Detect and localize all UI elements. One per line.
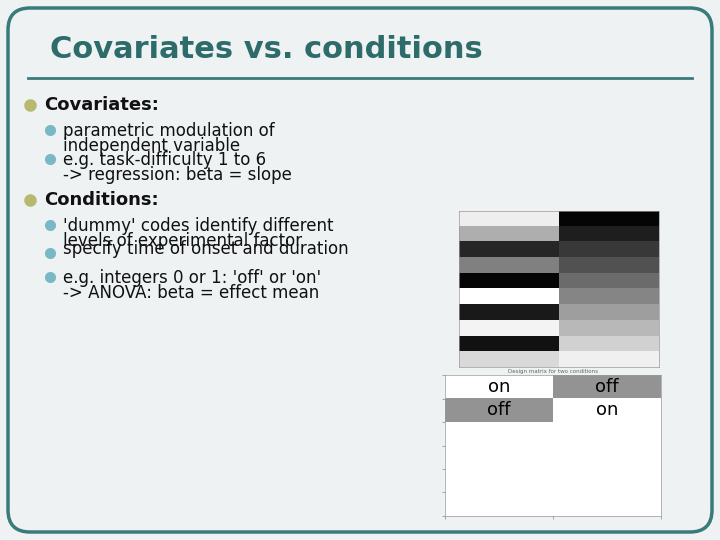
Text: parametric modulation of: parametric modulation of [63, 122, 274, 140]
Text: specify time of onset and duration: specify time of onset and duration [63, 240, 348, 258]
Text: -> regression: beta = slope: -> regression: beta = slope [63, 166, 292, 184]
Text: on: on [487, 378, 510, 396]
Text: Covariates:: Covariates: [44, 96, 159, 114]
Text: on: on [595, 401, 618, 420]
Text: off: off [595, 378, 618, 396]
Text: Conditions:: Conditions: [44, 191, 158, 209]
FancyBboxPatch shape [8, 8, 712, 532]
Text: levels of experimental factor: levels of experimental factor [63, 232, 302, 250]
Text: Covariates vs. conditions: Covariates vs. conditions [50, 35, 482, 64]
Text: 'dummy' codes identify different: 'dummy' codes identify different [63, 217, 333, 235]
Text: e.g. integers 0 or 1: 'off' or 'on': e.g. integers 0 or 1: 'off' or 'on' [63, 269, 321, 287]
Text: e.g. task-difficulty 1 to 6: e.g. task-difficulty 1 to 6 [63, 151, 266, 169]
Text: -> ANOVA: beta = effect mean: -> ANOVA: beta = effect mean [63, 284, 319, 302]
Text: independent variable: independent variable [63, 137, 240, 155]
Text: off: off [487, 401, 510, 420]
Title: Design matrix for two conditions: Design matrix for two conditions [508, 368, 598, 374]
